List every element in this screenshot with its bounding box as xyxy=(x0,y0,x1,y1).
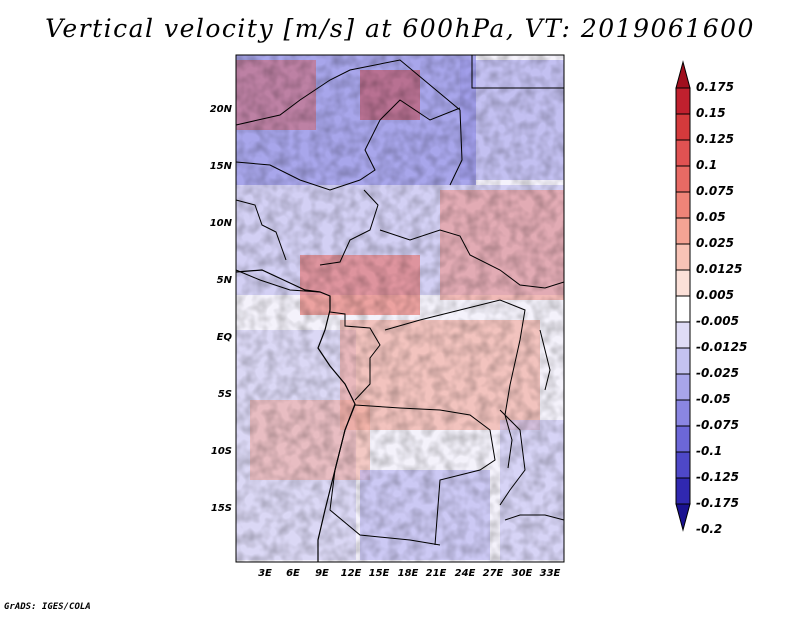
colorbar-segment xyxy=(675,373,691,401)
colorbar-segment xyxy=(675,243,691,271)
colorbar-arrow-bottom xyxy=(675,503,691,532)
colorbar-label: 0.075 xyxy=(696,184,734,198)
velocity-field xyxy=(236,55,564,562)
lon-tick-label: 6E xyxy=(286,568,300,579)
colorbar-label: 0.0125 xyxy=(696,262,743,276)
credit-text: GrADS: IGES/COLA xyxy=(4,602,91,612)
lon-tick-label: 21E xyxy=(425,568,447,579)
lat-tick-label: 15N xyxy=(209,161,232,172)
colorbar-segment xyxy=(675,477,691,505)
lat-tick-label: EQ xyxy=(216,332,232,343)
colorbar-arrow-top xyxy=(675,60,691,89)
colorbar-label: -0.1 xyxy=(696,444,723,458)
colorbar-label: 0.15 xyxy=(696,106,726,120)
lat-tick-label: 15S xyxy=(210,503,232,514)
lon-tick-label: 24E xyxy=(454,568,476,579)
lat-tick-label: 5S xyxy=(217,389,232,400)
colorbar-segment xyxy=(675,87,691,115)
lat-tick-label: 10S xyxy=(210,446,232,457)
colorbar-label: -0.125 xyxy=(696,470,739,484)
colorbar-label: 0.005 xyxy=(696,288,734,302)
lon-tick-label: 30E xyxy=(511,568,533,579)
colorbar-label: -0.0125 xyxy=(696,340,748,354)
lat-tick-label: 10N xyxy=(209,218,232,229)
colorbar-segment xyxy=(675,295,691,323)
colorbar-label: -0.05 xyxy=(696,392,731,406)
colorbar-label: 0.175 xyxy=(696,80,734,94)
colorbar-label: 0.1 xyxy=(696,158,718,172)
lon-tick-label: 27E xyxy=(482,568,504,579)
colorbar-label: -0.2 xyxy=(696,522,723,536)
colorbar-segment xyxy=(675,451,691,479)
colorbar-segment xyxy=(675,269,691,297)
lon-tick-label: 9E xyxy=(315,568,329,579)
colorbar-label: -0.075 xyxy=(696,418,739,432)
colorbar-label: -0.025 xyxy=(696,366,739,380)
colorbar-label: 0.025 xyxy=(696,236,734,250)
colorbar-label: -0.005 xyxy=(696,314,739,328)
lon-tick-label: 12E xyxy=(340,568,362,579)
colorbar-label: 0.125 xyxy=(696,132,734,146)
colorbar-segment xyxy=(675,113,691,141)
colorbar xyxy=(675,60,691,532)
map-title: Vertical velocity [m/s] at 600hPa, VT: 2… xyxy=(45,14,755,43)
country-borders xyxy=(235,55,565,546)
colorbar-segment xyxy=(675,425,691,453)
colorbar-segment xyxy=(675,191,691,219)
colorbar-segment xyxy=(675,347,691,375)
colorbar-label: 0.05 xyxy=(696,210,726,224)
map-frame xyxy=(235,54,565,563)
colorbar-label: -0.175 xyxy=(696,496,739,510)
lon-tick-label: 3E xyxy=(258,568,272,579)
lon-tick-label: 33E xyxy=(539,568,561,579)
lon-tick-label: 15E xyxy=(368,568,390,579)
lat-tick-label: 5N xyxy=(216,275,232,286)
lon-tick-label: 18E xyxy=(397,568,419,579)
colorbar-segment xyxy=(675,399,691,427)
colorbar-segment xyxy=(675,139,691,167)
colorbar-segment xyxy=(675,217,691,245)
coastline xyxy=(235,269,356,562)
lat-tick-label: 20N xyxy=(209,104,232,115)
colorbar-segment xyxy=(675,321,691,349)
colorbar-segment xyxy=(675,165,691,193)
